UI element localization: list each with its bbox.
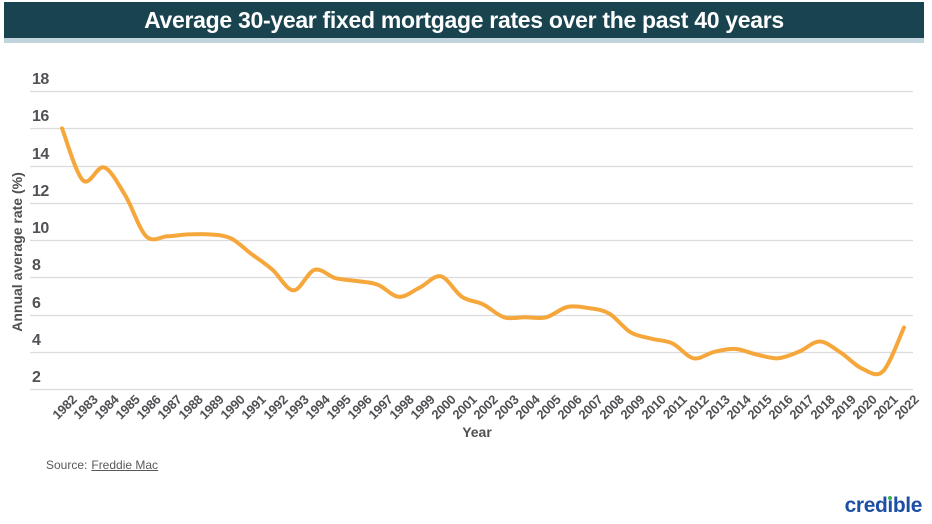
logo-i-dot (888, 496, 893, 500)
y-tick-label: 8 (32, 257, 41, 275)
y-tick-label: 18 (32, 71, 49, 88)
credible-logo: credı ble (844, 494, 923, 518)
line-chart (30, 90, 913, 391)
y-tick-label: 2 (32, 369, 41, 386)
y-axis-title: Annual average rate (%) (9, 172, 25, 332)
logo-text-pre: cred (844, 494, 888, 517)
header-underline (4, 38, 924, 43)
y-tick-label: 16 (32, 108, 49, 126)
y-tick-label: 6 (32, 294, 41, 312)
y-tick-label: 10 (32, 220, 49, 237)
chart-title: Average 30-year fixed mortgage rates ove… (144, 6, 784, 33)
source-prefix: Source: (46, 458, 88, 472)
y-tick-label: 4 (32, 331, 41, 349)
logo-text-post: ble (892, 494, 923, 517)
source-note: Source: Freddie Mac (46, 458, 158, 472)
x-axis-title: Year (462, 424, 492, 440)
y-tick-label: 12 (32, 182, 49, 200)
gridlines (30, 90, 913, 391)
chart-header: Average 30-year fixed mortgage rates ove… (4, 2, 924, 38)
source-link[interactable]: Freddie Mac (91, 458, 159, 472)
plot-area: 18 16 14 12 10 8 6 4 2 1982 1983 1984 1985 1986 1987 1… (9, 71, 922, 441)
y-tick-label: 14 (32, 145, 49, 163)
mortgage-rate-line (60, 126, 906, 377)
logo-letter-i: ı (887, 494, 893, 517)
